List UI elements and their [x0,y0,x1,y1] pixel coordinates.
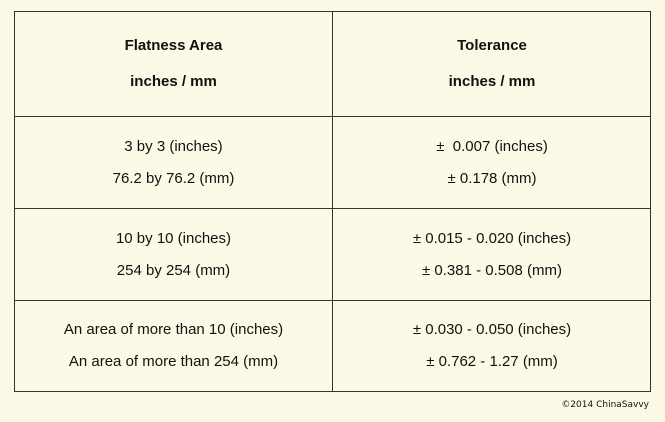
table-grid: Flatness Area inches / mm Tolerance inch… [15,12,651,391]
header-tolerance-units: inches / mm [448,73,536,90]
header-flatness-area: Flatness Area inches / mm [15,12,333,117]
row-1-area: 3 by 3 (inches) 76.2 by 76.2 (mm) [15,117,333,209]
row-2-tolerance-mm: ± 0.381 - 0.508 (mm) [422,261,562,279]
row-1-tolerance-inches: ± 0.007 (inches) [436,137,548,155]
row-3-area-inches: An area of more than 10 (inches) [63,321,284,338]
header-flatness-area-title: Flatness Area [124,37,223,54]
row-3-tolerance-inches: ± 0.030 - 0.050 (inches) [412,321,572,338]
row-2-area-inches: 10 by 10 (inches) [115,229,232,247]
row-3-area-mm: An area of more than 254 (mm) [68,353,279,370]
header-tolerance-title: Tolerance [457,37,527,54]
row-3-area: An area of more than 10 (inches) An area… [15,301,333,391]
row-1-tolerance: ± 0.007 (inches) ± 0.178 (mm) [333,117,651,209]
row-1-area-inches: 3 by 3 (inches) [124,137,223,155]
row-1-area-mm: 76.2 by 76.2 (mm) [112,169,235,187]
row-1-tolerance-mm: ± 0.178 (mm) [447,169,537,187]
row-2-area-mm: 254 by 254 (mm) [116,261,231,279]
copyright-notice: ©2014 ChinaSavvy [561,400,649,410]
row-3-tolerance: ± 0.030 - 0.050 (inches) ± 0.762 - 1.27 … [333,301,651,391]
flatness-tolerance-table: Flatness Area inches / mm Tolerance inch… [14,11,651,392]
header-tolerance: Tolerance inches / mm [333,12,651,117]
header-flatness-area-units: inches / mm [130,73,217,90]
row-2-tolerance: ± 0.015 - 0.020 (inches) ± 0.381 - 0.508… [333,209,651,301]
row-2-tolerance-inches: ± 0.015 - 0.020 (inches) [412,229,572,247]
row-2-area: 10 by 10 (inches) 254 by 254 (mm) [15,209,333,301]
row-3-tolerance-mm: ± 0.762 - 1.27 (mm) [426,353,558,370]
